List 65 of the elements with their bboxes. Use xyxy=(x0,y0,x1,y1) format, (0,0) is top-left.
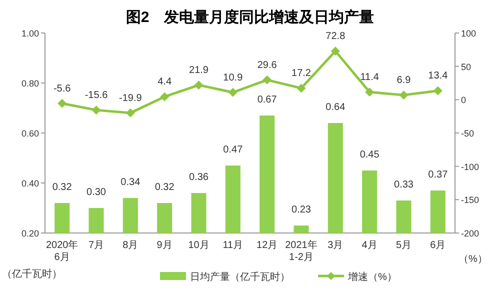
x-tick-label: 6月 xyxy=(430,240,446,251)
y2-tick-label: -150 xyxy=(461,195,480,206)
data-label: -19.9 xyxy=(119,92,142,104)
data-label: 0.36 xyxy=(189,172,209,183)
x-tick-label: 10月 xyxy=(188,240,210,251)
data-label: 0.64 xyxy=(326,102,346,113)
y2-tick-label: -50 xyxy=(461,128,474,138)
point xyxy=(262,75,272,84)
point xyxy=(228,88,238,97)
legend-label: 增速（%） xyxy=(347,271,397,283)
point xyxy=(126,108,135,118)
data-label: 6.9 xyxy=(396,75,412,86)
x-tick-label: 2020年 6月 xyxy=(46,239,78,263)
point xyxy=(160,92,170,102)
point xyxy=(330,46,340,56)
y-tick-label: 0.20 xyxy=(21,228,39,238)
x-tick-label: 11月 xyxy=(222,240,244,251)
legend-label: 日均产量（亿千瓦时） xyxy=(190,271,290,283)
y-axis-title: （亿千瓦时） xyxy=(2,268,62,280)
point xyxy=(296,84,306,93)
y-tick-label: 0.80 xyxy=(21,78,39,88)
x-tick-label: 9月 xyxy=(156,240,172,251)
data-label: -5.6 xyxy=(53,83,72,94)
y2-tick-label: -100 xyxy=(461,162,480,172)
y2-tick-label: -200 xyxy=(461,228,480,238)
x-tick-label: 2021年 1-2月 xyxy=(285,239,318,263)
point xyxy=(92,106,101,115)
point xyxy=(58,98,67,108)
x-tick-label: 8月 xyxy=(122,240,138,251)
y2-tick-label: 0 xyxy=(461,95,466,106)
data-label: 0.37 xyxy=(428,170,448,180)
y2-tick-label: 50 xyxy=(461,62,472,72)
data-label: 21.9 xyxy=(189,65,209,76)
y-tick-label: 1.00 xyxy=(21,28,39,38)
data-label: 17.2 xyxy=(292,68,312,80)
data-label: 0.34 xyxy=(120,177,141,188)
data-label: 0.32 xyxy=(52,182,72,193)
chart-title: 图2 发电量月度同比增速及日均产量 xyxy=(126,8,374,26)
point xyxy=(194,80,204,90)
data-label: 0.30 xyxy=(86,187,106,198)
y-tick-label: 0.60 xyxy=(21,128,39,138)
data-label: 11.4 xyxy=(360,72,380,84)
data-label: 0.23 xyxy=(292,204,312,216)
data-label: 13.4 xyxy=(428,70,448,82)
point xyxy=(433,86,442,96)
x-tick-label: 7月 xyxy=(88,240,104,251)
data-label: 0.33 xyxy=(394,180,414,190)
data-label: 0.67 xyxy=(257,94,278,106)
point xyxy=(365,88,374,97)
data-label: 0.47 xyxy=(223,144,244,156)
data-label: 4.4 xyxy=(158,76,172,88)
data-label: -15.6 xyxy=(84,90,108,102)
data-label: 72.8 xyxy=(326,31,346,42)
data-label: 10.9 xyxy=(223,72,244,84)
data-label: 29.6 xyxy=(257,60,278,71)
x-tick-label: 3月 xyxy=(328,240,344,251)
data-label: 0.45 xyxy=(360,150,380,160)
data-label: 0.32 xyxy=(154,182,175,193)
x-tick-label: 5月 xyxy=(396,240,412,251)
y2-tick-label: 100 xyxy=(461,28,476,38)
x-tick-label: 12月 xyxy=(256,240,278,251)
x-tick-label: 4月 xyxy=(362,240,378,251)
y2-axis-title: （%） xyxy=(458,254,488,265)
point xyxy=(399,90,408,100)
y-tick-label: 0.40 xyxy=(21,178,39,188)
